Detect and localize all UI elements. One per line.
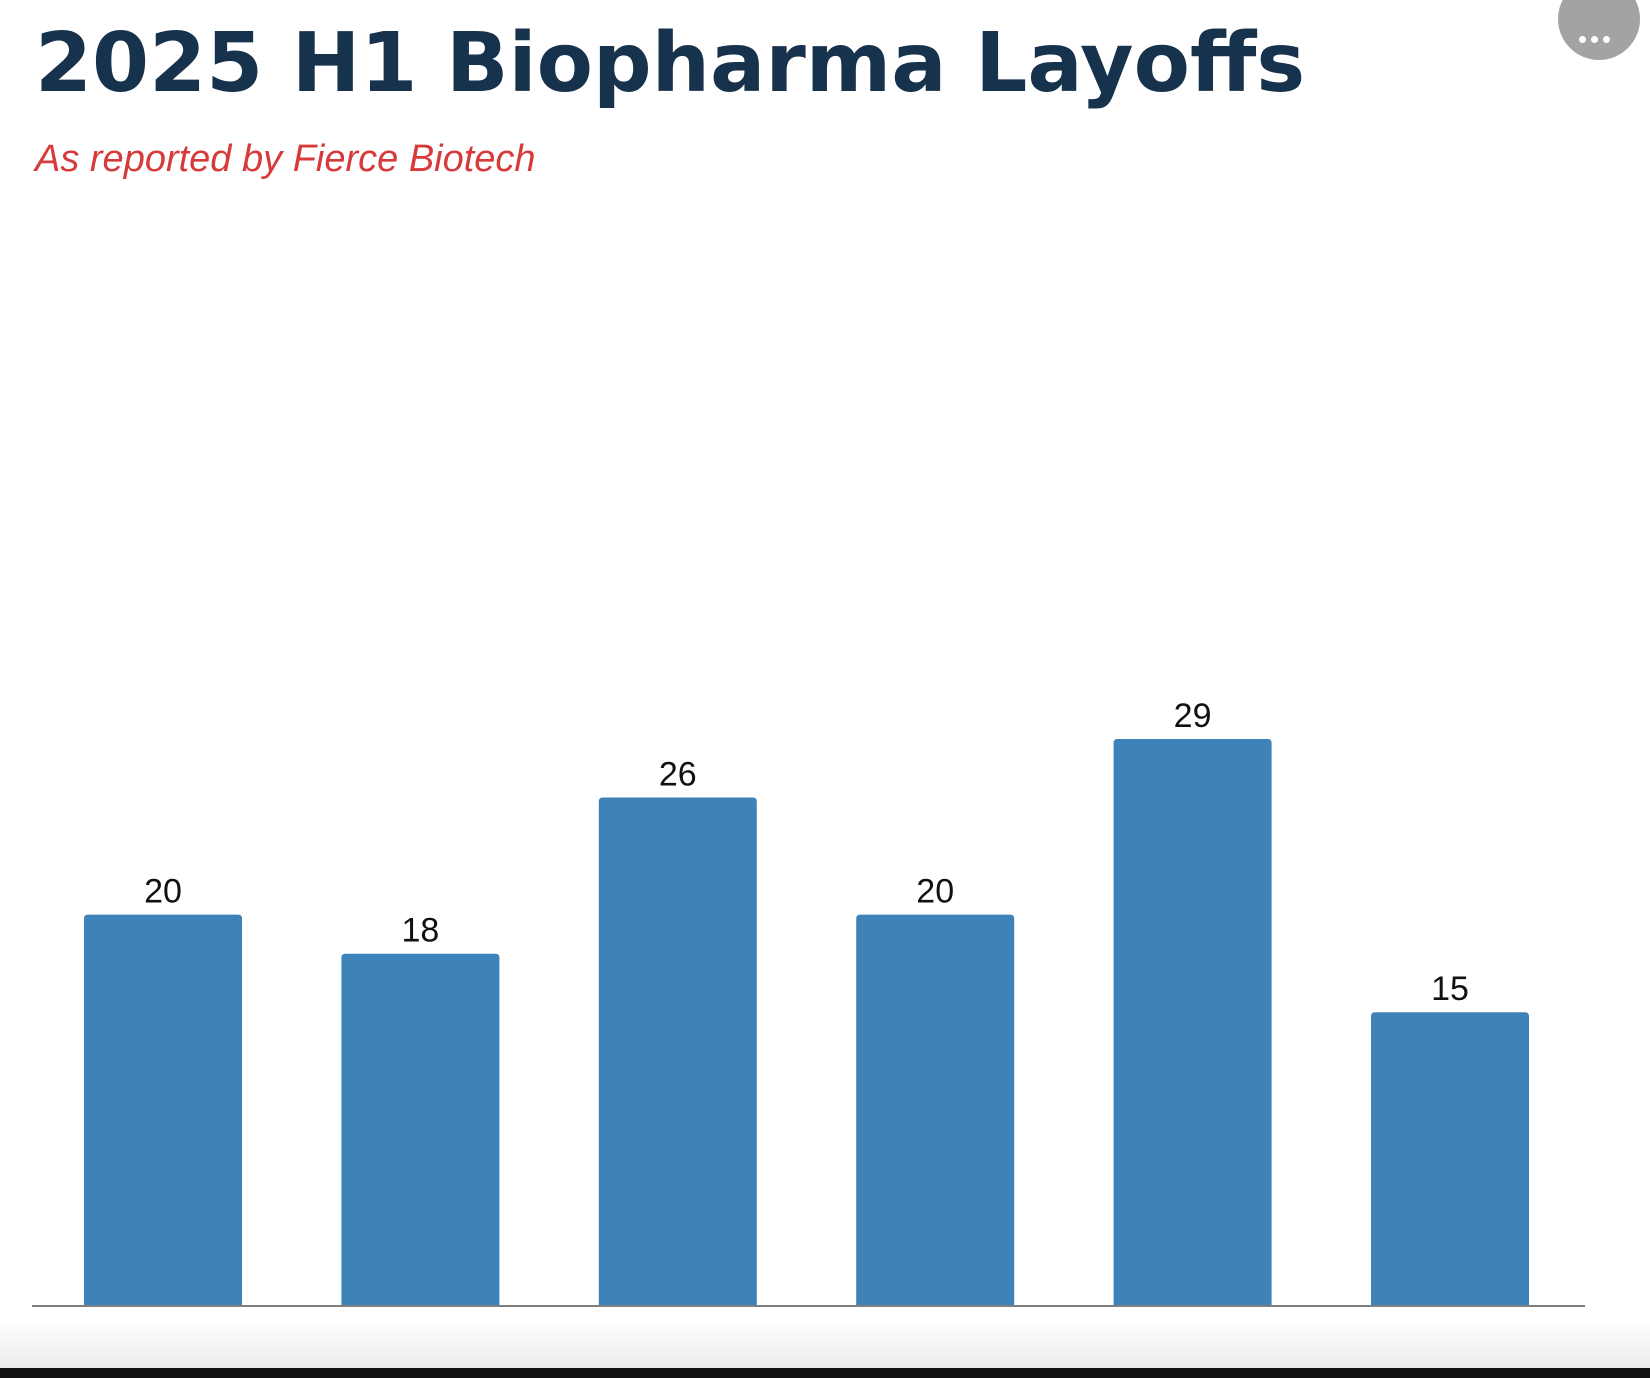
bar-march — [598, 797, 757, 1305]
page-subtitle: As reported by Fierce Biotech — [35, 138, 536, 180]
bar-february — [341, 953, 500, 1305]
more-horizontal-icon — [1579, 36, 1586, 43]
data-label-june: 15 — [1431, 970, 1469, 1008]
more-horizontal-icon — [1591, 36, 1598, 43]
data-label-january: 20 — [144, 873, 182, 911]
data-label-may: 29 — [1174, 697, 1212, 735]
data-labels: 20 18 26 20 29 15 — [144, 697, 1469, 1008]
data-label-march: 26 — [659, 756, 697, 794]
more-horizontal-icon — [1603, 36, 1610, 43]
data-label-april: 20 — [916, 873, 954, 911]
bars — [84, 739, 1529, 1305]
bar-january — [84, 914, 242, 1305]
bottom-edge — [0, 1368, 1650, 1378]
data-label-february: 18 — [401, 912, 439, 950]
bottom-fade — [0, 1318, 1650, 1368]
bar-june — [1371, 1012, 1529, 1305]
bar-april — [856, 914, 1015, 1305]
bar-may — [1113, 739, 1272, 1305]
page-title: 2025 H1 Biopharma Layoffs — [35, 16, 1306, 111]
